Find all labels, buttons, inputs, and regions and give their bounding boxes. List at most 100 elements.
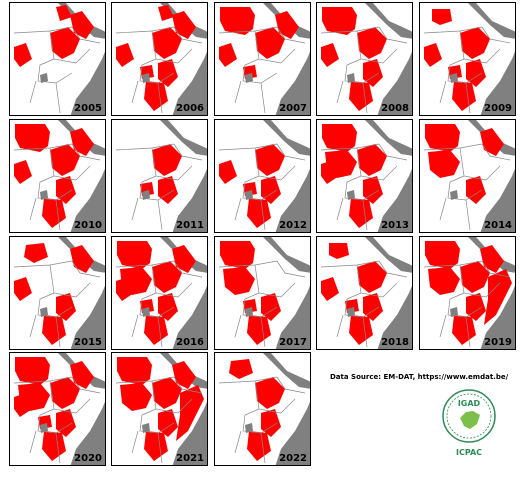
- flood-region-tz: [247, 431, 271, 461]
- lake-victoria: [245, 423, 253, 433]
- lake-victoria: [40, 73, 48, 83]
- indian-ocean: [377, 285, 412, 349]
- flood-region-e: [480, 128, 504, 156]
- flood-region-ethio: [357, 27, 387, 59]
- flood-region-ke: [466, 176, 486, 204]
- year-label: 2022: [279, 453, 307, 464]
- year-label: 2020: [74, 453, 102, 464]
- flood-region-ethio: [460, 27, 490, 59]
- flood-region-sn: [24, 243, 48, 263]
- indian-ocean: [275, 168, 310, 232]
- year-label: 2018: [381, 337, 409, 348]
- flood-region-tz: [144, 315, 168, 345]
- flood-region-tz: [42, 315, 66, 345]
- flood-region-sudan: [425, 124, 460, 152]
- flood-region-nn: [329, 243, 349, 259]
- lake-victoria: [40, 423, 48, 433]
- map-panel-2010: 2010: [9, 119, 106, 233]
- year-label: 2008: [381, 103, 409, 114]
- flood-region-ethio: [152, 27, 182, 59]
- lake-victoria: [245, 307, 253, 317]
- red-sea: [365, 120, 412, 156]
- red-sea: [263, 237, 310, 273]
- indian-ocean: [70, 401, 105, 465]
- country-borders: [13, 376, 101, 464]
- map-svg: [320, 3, 412, 115]
- flood-region-tz: [144, 81, 168, 111]
- indian-ocean: [480, 168, 515, 232]
- country-borders: [218, 376, 306, 464]
- flood-region-e: [172, 361, 196, 389]
- year-label: 2006: [176, 103, 204, 114]
- flood-region-tz: [349, 198, 373, 228]
- lake-victoria: [450, 190, 458, 200]
- flood-region-ethio: [50, 27, 80, 59]
- flood-region-sw: [14, 393, 32, 417]
- flood-region-sudan: [117, 357, 152, 385]
- year-label: 2019: [484, 337, 512, 348]
- red-sea: [365, 3, 412, 39]
- flood-region-ne: [158, 5, 174, 21]
- indian-ocean: [172, 285, 207, 349]
- flood-region-ethio: [152, 377, 182, 409]
- flood-region-tz: [247, 315, 271, 345]
- year-label: 2007: [279, 103, 307, 114]
- map-panel-2007: 2007: [214, 2, 311, 116]
- logo-map-shape: [460, 411, 480, 429]
- indian-ocean: [480, 51, 515, 115]
- flood-region-ne: [56, 5, 72, 21]
- country-borders: [13, 26, 101, 114]
- map-panel-2016: 2016: [111, 236, 208, 350]
- country-borders: [13, 143, 101, 231]
- flood-region-sudan: [15, 357, 50, 385]
- map-svg: [423, 237, 515, 349]
- indian-ocean: [70, 51, 105, 115]
- map-svg: [218, 353, 310, 465]
- flood-region-tz: [349, 81, 373, 111]
- flood-region-e: [480, 245, 504, 273]
- flood-region-sw: [14, 277, 32, 301]
- map-panel-2019: 2019: [419, 236, 516, 350]
- indian-ocean: [377, 51, 412, 115]
- flood-region-e: [172, 11, 196, 39]
- lake-victoria: [40, 190, 48, 200]
- flood-region-ssn: [428, 267, 460, 295]
- map-svg: [13, 120, 105, 232]
- map-panel-2022: 2022: [214, 352, 311, 466]
- lake-victoria: [245, 73, 253, 83]
- indian-ocean: [172, 401, 207, 465]
- map-svg: [115, 353, 207, 465]
- year-label: 2016: [176, 337, 204, 348]
- flood-region-ke: [158, 176, 178, 204]
- indian-ocean: [480, 285, 515, 349]
- lake-victoria: [142, 190, 150, 200]
- flood-region-tz: [42, 198, 66, 228]
- map-panel-2015: 2015: [9, 236, 106, 350]
- flood-region-sw: [321, 160, 339, 184]
- flood-region-e: [70, 11, 94, 39]
- flood-region-sw: [321, 43, 339, 67]
- indian-ocean: [275, 285, 310, 349]
- flood-region-sw: [116, 277, 134, 301]
- flood-region-e: [70, 245, 94, 273]
- country-borders: [115, 260, 203, 348]
- map-panel-2017: 2017: [214, 236, 311, 350]
- flood-region-sn: [126, 243, 150, 263]
- flood-region-sn: [331, 126, 355, 146]
- lake-victoria: [347, 73, 355, 83]
- logo-top-text: IGAD: [458, 399, 481, 408]
- flood-region-nn: [432, 9, 452, 25]
- flood-region-ssn: [428, 150, 460, 178]
- indian-ocean: [172, 51, 207, 115]
- country-borders: [423, 260, 511, 348]
- map-panel-2006: 2006: [111, 2, 208, 116]
- country-borders: [320, 26, 408, 114]
- flood-region-tz: [452, 315, 476, 345]
- flood-region-ethio: [255, 27, 285, 59]
- flood-region-sw: [321, 277, 339, 301]
- flood-region-sn: [229, 359, 253, 379]
- map-svg: [320, 237, 412, 349]
- flood-region-sw: [14, 160, 32, 184]
- map-panel-2021: 2021: [111, 352, 208, 466]
